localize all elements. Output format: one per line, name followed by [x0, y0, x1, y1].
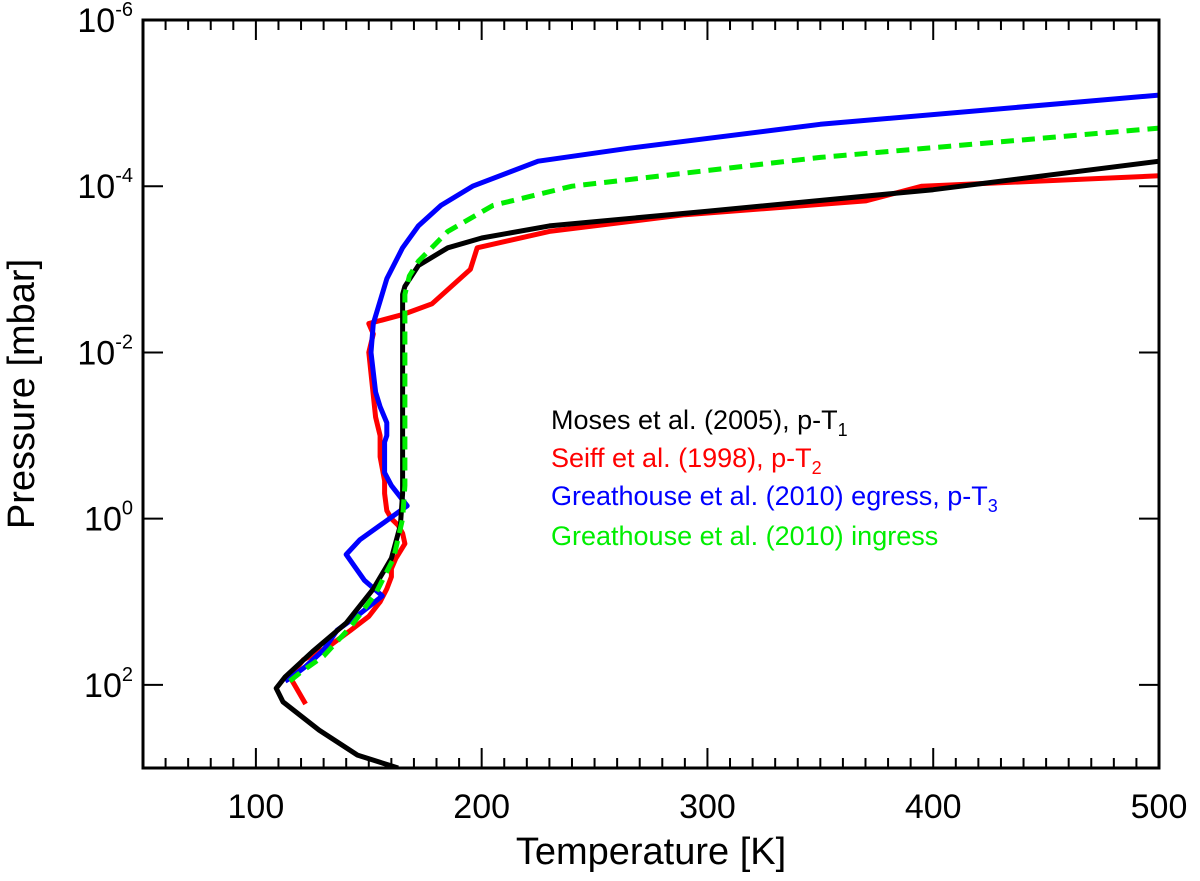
y-tick-label-exponent: 2	[122, 664, 133, 686]
legend-entry-moses: Moses et al. (2005), p-T1	[551, 405, 848, 440]
y-tick-label-exponent: -2	[115, 331, 133, 353]
x-tick-label: 300	[679, 788, 736, 826]
x-tick-label: 200	[453, 788, 510, 826]
y-tick-label-exponent: -4	[115, 165, 133, 187]
series-line-0	[287, 173, 1159, 706]
series-line-2	[273, 158, 1159, 768]
y-axis-title: Pressure [mbar]	[1, 259, 43, 529]
legend-entry-moses-label: Moses et al. (2005), p-T	[551, 405, 838, 435]
legend-entry-greathouse-ingress: Greathouse et al. (2010) ingress	[551, 521, 938, 551]
legend-entry-greathouse-egress-label: Greathouse et al. (2010) egress, p-T	[551, 481, 988, 511]
y-tick-label: 10-4	[77, 165, 133, 206]
x-tick-label: 500	[1131, 788, 1188, 826]
legend-entry-seiff-subscript: 2	[812, 458, 822, 478]
legend: Moses et al. (2005), p-T1 Seiff et al. (…	[551, 405, 998, 551]
y-tick-label: 100	[84, 498, 133, 539]
legend-entry-greathouse-ingress-label: Greathouse et al. (2010) ingress	[551, 521, 938, 551]
legend-entry-seiff-label: Seiff et al. (1998), p-T	[551, 443, 812, 473]
x-axis-title: Temperature [K]	[516, 831, 786, 873]
y-tick-label-exponent: 0	[122, 498, 133, 520]
x-tick-label: 400	[905, 788, 962, 826]
y-tick-label-base: 10	[77, 168, 115, 206]
series-layer	[273, 92, 1159, 768]
y-tick-label-base: 10	[84, 667, 122, 705]
y-tick-label-base: 10	[84, 501, 122, 539]
y-tick-label-base: 10	[77, 334, 115, 372]
legend-entry-seiff: Seiff et al. (1998), p-T2	[551, 443, 822, 478]
y-tick-label-base: 10	[77, 2, 115, 40]
y-tick-label: 10-6	[77, 0, 133, 40]
y-tick-label: 10-2	[77, 331, 133, 372]
ticks-layer	[143, 19, 1159, 768]
y-tick-label-exponent: -6	[115, 0, 133, 21]
y-tick-label: 102	[84, 664, 133, 705]
legend-entry-greathouse-egress-subscript: 3	[988, 496, 998, 516]
legend-entry-moses-subscript: 1	[838, 420, 848, 440]
x-tick-label: 100	[228, 788, 285, 826]
legend-entry-greathouse-egress: Greathouse et al. (2010) egress, p-T3	[551, 481, 998, 516]
plot-frame	[141, 18, 1161, 770]
series-line-3	[288, 125, 1159, 684]
